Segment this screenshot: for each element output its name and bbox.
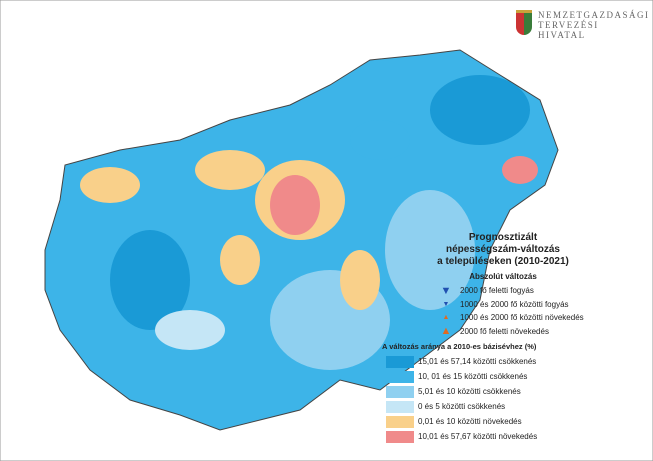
label: 0,01 és 10 közötti növekedés	[418, 417, 522, 426]
absolute-item: ▼ 2000 fő feletti fogyás	[440, 284, 534, 297]
ratio-item: 10,01 és 57,67 közötti növekedés	[386, 429, 648, 444]
label: 15,01 és 57,14 közötti csökkenés	[418, 357, 537, 366]
label: 10, 01 és 15 közötti csökkenés	[418, 372, 528, 381]
map-patches	[80, 75, 538, 370]
label: 2000 fő feletti növekedés	[460, 326, 549, 336]
logo-line: Hivatal	[538, 30, 586, 40]
absolute-item: ▲ 1000 és 2000 fő közötti növekedés	[442, 313, 584, 323]
title-line: Prognosztizált	[468, 232, 538, 243]
ratio-item: 15,01 és 57,14 közötti csökkenés	[386, 354, 648, 369]
label: 1000 és 2000 fő közötti fogyás	[460, 299, 569, 309]
label: 1000 és 2000 fő közötti növekedés	[460, 313, 584, 323]
legend: Prognosztizált népességszám-változás a t…	[378, 232, 648, 444]
title-line: a településeken (2010-2021)	[437, 256, 569, 267]
logo-line: Tervezési	[538, 20, 599, 30]
ratio-item: 10, 01 és 15 közötti csökkenés	[386, 369, 648, 384]
label: 0 és 5 közötti csökkenés	[418, 402, 506, 411]
ratio-item: 0 és 5 közötti csökkenés	[386, 399, 648, 414]
label: 5,01 és 10 közötti csökkenés	[418, 387, 521, 396]
logo: Nemzetgazdasági Tervezési Hivatal	[538, 10, 650, 40]
absolute-item: ▼ 1000 és 2000 fő közötti fogyás	[442, 299, 569, 309]
title-line: népességszám-változás	[446, 244, 560, 255]
label: 2000 fő feletti fogyás	[460, 286, 534, 296]
ratio-title: A változás aránya a 2010-es bázisévhez (…	[382, 342, 537, 351]
label: 10,01 és 57,67 közötti növekedés	[418, 432, 538, 441]
ratio-item: 5,01 és 10 közötti csökkenés	[386, 384, 648, 399]
absolute-title: Abszolút változás	[469, 272, 537, 281]
logo-line: Nemzetgazdasági	[538, 10, 650, 20]
legend-title: Prognosztizált népességszám-változás a t…	[418, 232, 588, 268]
ratio-item: 0,01 és 10 közötti növekedés	[386, 414, 648, 429]
logo-shield	[516, 10, 532, 35]
absolute-item: ▲ 2000 fő feletti növekedés	[440, 325, 549, 338]
